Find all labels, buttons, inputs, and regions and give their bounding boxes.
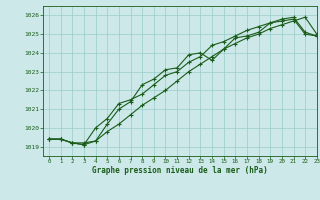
X-axis label: Graphe pression niveau de la mer (hPa): Graphe pression niveau de la mer (hPa): [92, 166, 268, 175]
